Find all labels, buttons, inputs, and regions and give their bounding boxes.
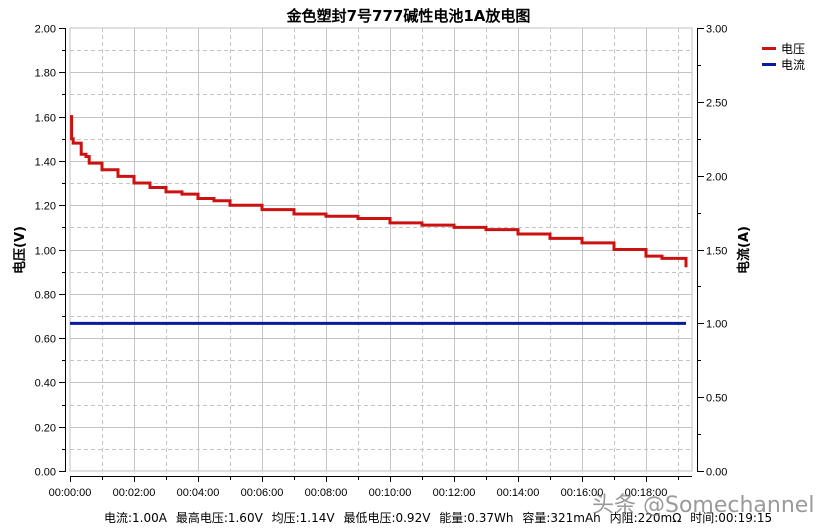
stat-time: 时间:00:19:15 <box>690 511 773 525</box>
stat-max-voltage: 最高电压:1.60V <box>175 511 263 525</box>
x-tick-label: 00:06:00 <box>241 487 284 499</box>
x-tick-label: 00:16:00 <box>561 487 604 499</box>
y-tick-label: 0.00 <box>35 467 56 479</box>
stat-resistance: 内阻:220mΩ <box>609 511 682 525</box>
legend-swatch-current <box>762 62 776 66</box>
y2-tick-label: 1.50 <box>706 246 727 258</box>
legend: 电压 电流 <box>762 40 805 72</box>
y-tick-label: 2.00 <box>35 24 56 36</box>
stat-min-voltage: 最低电压:0.92V <box>343 511 431 525</box>
x-tick-label: 00:08:00 <box>305 487 348 499</box>
y-tick-label: 0.80 <box>35 290 56 302</box>
y2-tick-label: 0.00 <box>706 467 727 479</box>
y2-tick-label: 2.50 <box>706 98 727 110</box>
x-tick-label: 00:04:00 <box>177 487 220 499</box>
x-tick-label: 00:12:00 <box>433 487 476 499</box>
stat-avg-voltage: 均压:1.14V <box>271 511 335 525</box>
y2-tick-label: 3.00 <box>706 24 727 36</box>
voltage-line <box>70 115 688 268</box>
axes: 0.00 0.20 0.40 0.60 0.80 1.00 1.20 1.40 1.60 1.80… <box>35 24 728 500</box>
stat-energy: 能量:0.37Wh <box>439 511 514 525</box>
x-tick-label: 00:14:00 <box>497 487 540 499</box>
y2-tick-label: 0.50 <box>706 393 727 405</box>
y-tick-label: 1.80 <box>35 68 56 80</box>
legend-swatch-voltage <box>762 46 776 50</box>
y2-axis-title: 电流(A) <box>736 226 752 274</box>
stat-current: 电流:1.00A <box>104 511 167 525</box>
legend-item-voltage: 电压 <box>762 40 805 56</box>
chart-title: 金色塑封7号777碱性电池1A放电图 <box>286 7 531 25</box>
legend-label-current: 电流 <box>781 57 806 72</box>
y-tick-label: 1.00 <box>35 246 56 258</box>
y-axis-title: 电压(V) <box>12 226 28 274</box>
y2-tick-label: 1.00 <box>706 319 727 331</box>
stat-capacity: 容量:321mAh <box>522 511 601 525</box>
x-tick-label: 00:02:00 <box>113 487 156 499</box>
x-tick-label: 00:10:00 <box>369 487 412 499</box>
legend-item-current: 电流 <box>762 56 805 72</box>
stats-bar: 电流:1.00A 最高电压:1.60V 均压:1.14V 最低电压:0.92V … <box>104 509 777 526</box>
y-tick-label: 1.20 <box>35 201 56 213</box>
y-tick-label: 1.60 <box>35 113 56 125</box>
legend-label-voltage: 电压 <box>781 41 806 56</box>
series-lines <box>70 115 688 325</box>
watermark: 头条 @Somechannel <box>592 493 815 518</box>
y-tick-label: 1.40 <box>35 157 56 169</box>
x-tick-label: 00:00:00 <box>49 487 92 499</box>
plot-border <box>69 27 693 472</box>
grid-lines <box>70 28 692 471</box>
y2-tick-label: 2.00 <box>706 172 727 184</box>
y-tick-label: 0.60 <box>35 334 56 346</box>
x-tick-label: 00:18:00 <box>625 487 668 499</box>
y-tick-label: 0.40 <box>35 378 56 390</box>
y-tick-label: 0.20 <box>35 423 56 435</box>
